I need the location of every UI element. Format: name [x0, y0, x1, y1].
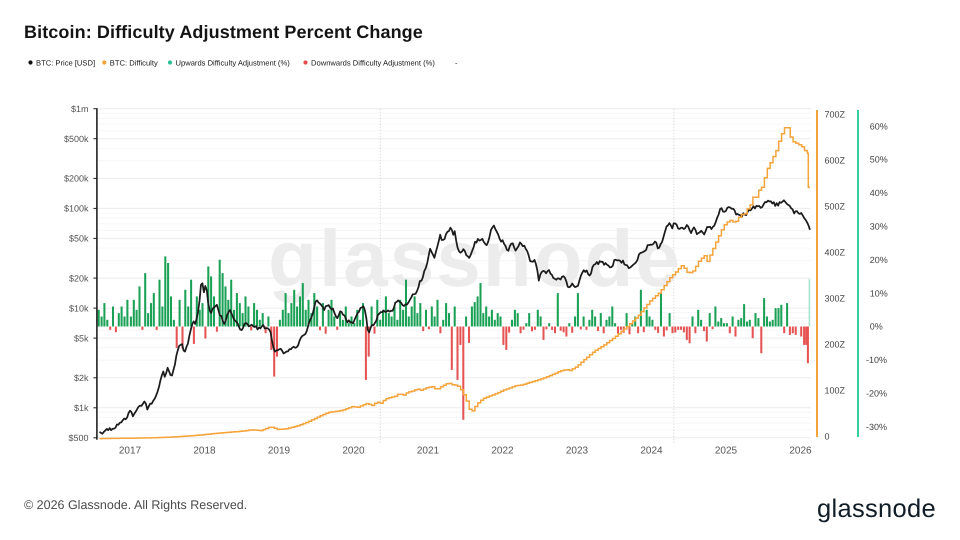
svg-text:2018: 2018	[193, 446, 216, 457]
svg-text:$500k: $500k	[64, 134, 89, 144]
svg-text:-: -	[455, 58, 458, 67]
svg-text:$5k: $5k	[74, 333, 89, 343]
svg-text:$10k: $10k	[69, 303, 89, 313]
svg-text:2017: 2017	[119, 446, 142, 457]
svg-text:$200k: $200k	[64, 174, 89, 184]
svg-text:60%: 60%	[870, 121, 888, 131]
svg-text:$20k: $20k	[69, 273, 89, 283]
svg-text:2021: 2021	[417, 446, 440, 457]
svg-text:-20%: -20%	[866, 389, 887, 399]
svg-text:20%: 20%	[870, 255, 888, 265]
svg-text:Upwards Difficulty Adjustment: Upwards Difficulty Adjustment (%)	[176, 58, 291, 67]
svg-text:2024: 2024	[640, 446, 663, 457]
svg-text:Downwards Difficulty Adjustmen: Downwards Difficulty Adjustment (%)	[311, 58, 435, 67]
svg-text:700Z: 700Z	[825, 110, 846, 120]
svg-text:Bitcoin: Difficulty Adjustment: Bitcoin: Difficulty Adjustment Percent C…	[24, 22, 423, 42]
svg-text:2020: 2020	[342, 446, 365, 457]
svg-text:10%: 10%	[870, 288, 888, 298]
svg-text:2019: 2019	[268, 446, 291, 457]
svg-text:BTC: Price [USD]: BTC: Price [USD]	[36, 58, 95, 67]
svg-text:2022: 2022	[491, 446, 514, 457]
svg-text:glassnode: glassnode	[268, 214, 682, 303]
svg-text:-10%: -10%	[866, 355, 887, 365]
svg-text:50%: 50%	[870, 155, 888, 165]
svg-text:2025: 2025	[715, 446, 738, 457]
svg-text:200Z: 200Z	[825, 340, 846, 350]
svg-text:0%: 0%	[870, 322, 883, 332]
svg-text:glassnode: glassnode	[817, 495, 936, 523]
svg-text:$50k: $50k	[69, 234, 89, 244]
svg-text:2023: 2023	[566, 446, 589, 457]
svg-text:30%: 30%	[870, 222, 888, 232]
svg-text:BTC: Difficulty: BTC: Difficulty	[110, 58, 158, 67]
svg-text:© 2026 Glassnode. All Rights R: © 2026 Glassnode. All Rights Reserved.	[24, 498, 247, 512]
svg-text:$500: $500	[68, 433, 88, 443]
svg-text:$2k: $2k	[74, 373, 89, 383]
svg-text:100Z: 100Z	[825, 386, 846, 396]
svg-text:300Z: 300Z	[825, 294, 846, 304]
svg-text:40%: 40%	[870, 188, 888, 198]
svg-text:2026: 2026	[789, 446, 812, 457]
svg-text:-30%: -30%	[866, 422, 887, 432]
svg-text:$1k: $1k	[74, 403, 89, 413]
svg-text:$100k: $100k	[64, 204, 89, 214]
svg-text:600Z: 600Z	[825, 156, 846, 166]
svg-text:400Z: 400Z	[825, 248, 846, 258]
svg-text:0: 0	[825, 432, 830, 442]
svg-text:$1m: $1m	[71, 104, 89, 114]
svg-text:500Z: 500Z	[825, 202, 846, 212]
